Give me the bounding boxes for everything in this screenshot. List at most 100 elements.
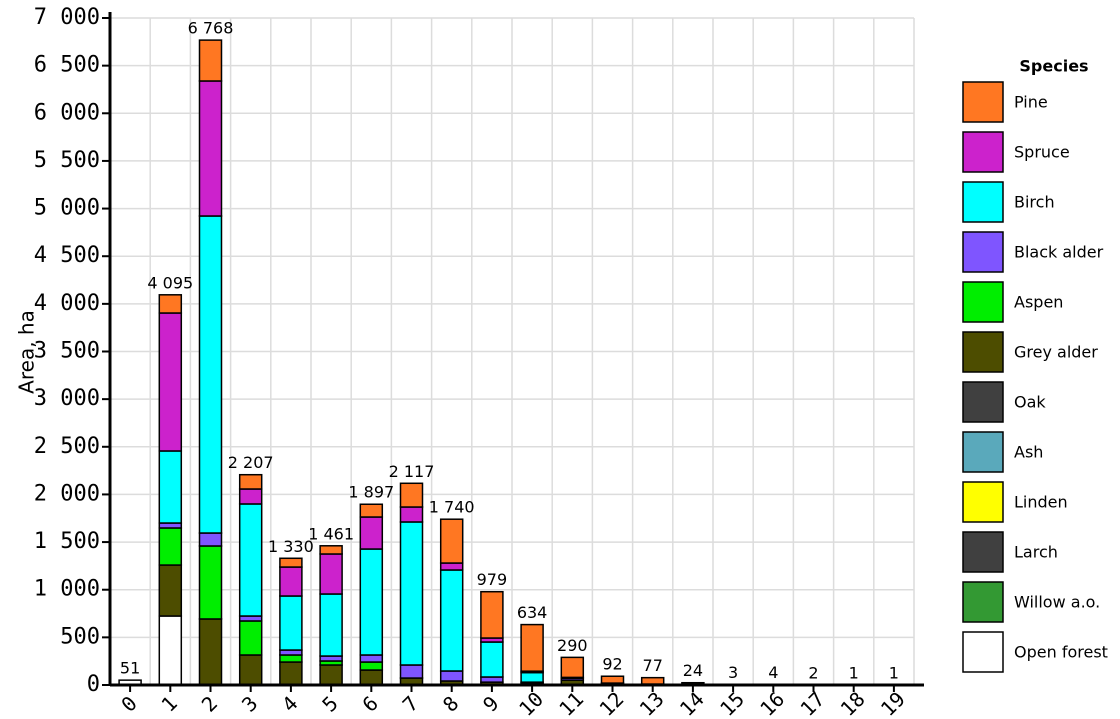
bar-segment: [359, 503, 384, 518]
bar-segment: [480, 676, 504, 683]
legend-swatch: [962, 531, 1004, 573]
legend-swatch: [962, 481, 1004, 523]
bar-segment: [359, 669, 384, 686]
total-label: 24: [683, 661, 703, 680]
legend-label: Black alder: [1014, 243, 1104, 262]
bar-segment: [198, 618, 223, 686]
bar-segment: [238, 473, 263, 490]
total-label: 77: [643, 656, 663, 675]
y-tick-label: 4 000: [34, 291, 100, 316]
x-tick-label: 9: [478, 691, 503, 716]
x-tick-label: 8: [438, 691, 463, 716]
bar-segment: [520, 671, 544, 683]
bar-segment: [520, 623, 544, 672]
legend-swatch: [962, 331, 1004, 373]
legend-label: Willow a.o.: [1014, 593, 1100, 612]
bar-segment: [480, 641, 504, 678]
x-tick-label: 12: [594, 687, 628, 719]
total-label: 1 461: [308, 524, 354, 543]
x-tick-label: 4: [277, 691, 302, 716]
total-label: 92: [602, 655, 622, 674]
bar-segment: [399, 664, 424, 679]
grid: [110, 17, 915, 686]
total-label: 290: [557, 636, 588, 655]
y-axis-label: Area, ha: [15, 310, 39, 394]
total-label: 1: [849, 663, 859, 682]
bar-segment: [158, 564, 183, 617]
bar-segment: [319, 553, 343, 595]
total-label: 3: [728, 663, 738, 682]
bar-segment: [359, 548, 384, 656]
bar-segment: [158, 312, 183, 452]
legend-label: Spruce: [1014, 143, 1070, 162]
bar-segment: [238, 620, 263, 656]
legend-label: Birch: [1014, 193, 1055, 212]
legend-swatch: [962, 631, 1004, 673]
bar-segment: [158, 527, 183, 566]
total-label: 634: [517, 603, 548, 622]
total-label: 51: [120, 659, 140, 678]
y-tick-label: 3 500: [34, 339, 100, 364]
legend-label: Grey alder: [1014, 343, 1098, 362]
legend-label: Larch: [1014, 543, 1058, 562]
bar-segment: [399, 521, 424, 666]
x-tick-label: 3: [237, 691, 262, 716]
bar-segment: [399, 506, 424, 523]
legend-label: Linden: [1014, 493, 1068, 512]
bar-segment: [198, 39, 223, 82]
x-tick-label: 10: [514, 687, 548, 719]
x-tick-label: 17: [795, 687, 829, 719]
bar-segment: [319, 593, 343, 657]
total-label: 4: [768, 663, 778, 682]
bar-segment: [158, 615, 183, 686]
legend-swatch: [962, 81, 1004, 123]
bar-segment: [279, 557, 303, 568]
legend-title: Species: [1019, 57, 1088, 76]
legend-swatch: [962, 381, 1004, 423]
total-label: 1 897: [348, 483, 394, 502]
bar-segment: [198, 532, 223, 547]
y-tick-label: 500: [60, 624, 100, 649]
legend-swatch: [962, 231, 1004, 273]
bar-segment: [439, 670, 464, 682]
total-label: 6 768: [188, 19, 234, 38]
total-label: 1 740: [429, 498, 475, 517]
x-tick-label: 2: [197, 691, 222, 716]
bar-segment: [198, 215, 223, 534]
x-tick-label: 1: [156, 691, 181, 716]
total-label: 979: [477, 570, 508, 589]
x-tick-label: 13: [635, 687, 669, 719]
y-tick-label: 5 500: [34, 148, 100, 173]
bar-segment: [158, 450, 183, 524]
total-label: 1: [889, 663, 899, 682]
legend-label: Oak: [1014, 393, 1046, 412]
bar-segment: [480, 590, 504, 639]
bar-segment: [319, 664, 343, 686]
x-tick-label: 0: [116, 691, 141, 716]
total-label: 2 207: [228, 453, 274, 472]
bar-segment: [399, 482, 424, 508]
total-label: 2 117: [389, 462, 435, 481]
bar-segment: [238, 503, 263, 617]
x-tick-label: 5: [317, 691, 342, 716]
bar-segment: [640, 676, 665, 685]
y-tick-label: 1 500: [34, 529, 100, 554]
x-tick-label: 15: [715, 687, 749, 719]
y-tick-label: 0: [87, 672, 100, 697]
legend-swatch: [962, 431, 1004, 473]
bar-segment: [279, 566, 303, 597]
legend-label: Open forest: [1014, 643, 1108, 662]
bar-segment: [198, 545, 223, 620]
legend-label: Pine: [1014, 93, 1048, 112]
y-tick-label: 2 000: [34, 481, 100, 506]
bar-segment: [359, 661, 384, 671]
x-tick-label: 16: [755, 687, 789, 719]
bar-segment: [238, 654, 263, 686]
bar-segment: [359, 654, 384, 663]
bar-segment: [279, 654, 303, 663]
legend-swatch: [962, 281, 1004, 323]
y-tick-label: 6 500: [34, 53, 100, 78]
y-tick-label: 2 500: [34, 434, 100, 459]
total-label: 2: [808, 663, 818, 682]
bar-segment: [560, 656, 585, 679]
